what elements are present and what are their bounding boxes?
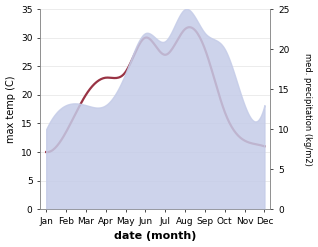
Y-axis label: med. precipitation (kg/m2): med. precipitation (kg/m2) xyxy=(303,53,313,165)
Y-axis label: max temp (C): max temp (C) xyxy=(5,75,16,143)
X-axis label: date (month): date (month) xyxy=(114,231,197,242)
